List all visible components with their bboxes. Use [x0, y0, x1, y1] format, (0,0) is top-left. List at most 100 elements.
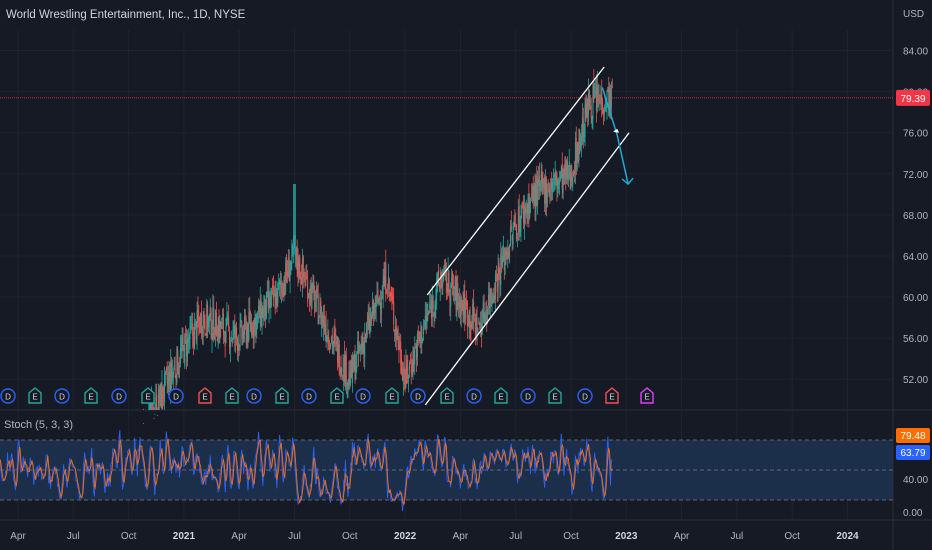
candle-body — [200, 313, 202, 329]
dividend-icon[interactable] — [520, 388, 536, 404]
candle-body — [602, 109, 604, 115]
candle-body — [415, 348, 417, 349]
candle-body — [164, 373, 166, 403]
dividend-icon[interactable] — [301, 388, 317, 404]
candle-body — [529, 202, 531, 217]
earnings-icon[interactable] — [84, 387, 98, 404]
forecast-arrow-line[interactable] — [601, 87, 629, 185]
candle-body — [416, 343, 418, 360]
candle-body — [524, 204, 526, 214]
candle-body — [292, 247, 294, 251]
candle-body — [418, 331, 420, 339]
candle-body — [360, 346, 362, 351]
trend-channel[interactable] — [424, 66, 630, 406]
candle-body — [358, 345, 360, 352]
candle-body — [300, 277, 302, 279]
earnings-icon[interactable] — [548, 387, 562, 404]
earnings-icon[interactable] — [440, 387, 454, 404]
candle-body — [456, 285, 458, 313]
candle-body — [472, 304, 474, 326]
dividend-icon[interactable] — [410, 388, 426, 404]
candle-body — [479, 322, 481, 326]
channel-upper-line[interactable] — [426, 66, 605, 296]
candle-body — [544, 176, 546, 204]
dividend-icon[interactable] — [466, 388, 482, 404]
candle-body — [192, 323, 194, 336]
candle-body — [452, 285, 454, 295]
candle-body — [410, 365, 412, 373]
candle-body — [263, 306, 265, 321]
dividend-icon[interactable] — [577, 388, 593, 404]
candle-body — [419, 337, 421, 341]
candle-body — [354, 353, 356, 381]
dividend-icon[interactable] — [355, 388, 371, 404]
candle-body — [171, 372, 173, 381]
candle-body — [610, 83, 612, 109]
candle-body — [306, 275, 308, 279]
candle-body — [607, 87, 609, 92]
candle-body — [516, 225, 518, 239]
candle-body — [230, 336, 232, 339]
candle-body — [391, 294, 393, 299]
candle-body — [480, 323, 482, 328]
candle-body — [507, 250, 509, 258]
earnings-icon[interactable] — [605, 387, 619, 404]
candle-body — [373, 300, 374, 316]
dividend-icon[interactable] — [168, 388, 184, 404]
candle-body — [222, 317, 224, 320]
time-tick-label: Jul — [731, 531, 744, 542]
candle-body — [528, 196, 530, 219]
candle-body — [274, 293, 276, 310]
channel-lower-line[interactable] — [424, 132, 630, 406]
earnings-icon[interactable] — [28, 387, 42, 404]
candle-body — [282, 291, 284, 297]
candle-body — [275, 291, 277, 307]
candle-body — [256, 314, 258, 330]
candle-body — [207, 305, 209, 329]
candle-body — [603, 109, 605, 113]
candle-body — [588, 90, 590, 107]
event-type-letter: E — [202, 393, 207, 402]
candle-body — [333, 333, 335, 344]
earnings-icon[interactable] — [494, 387, 508, 404]
candle-body — [289, 270, 291, 281]
earnings-icon[interactable] — [640, 387, 654, 404]
earnings-icon[interactable] — [275, 387, 289, 404]
earnings-icon[interactable] — [330, 387, 344, 404]
dividend-icon[interactable] — [54, 388, 70, 404]
forecast-arrow[interactable] — [601, 87, 634, 186]
candle-body — [291, 245, 293, 265]
candle-body — [143, 422, 145, 424]
candle-body — [406, 359, 408, 371]
earnings-icon[interactable] — [385, 387, 399, 404]
candle-body — [329, 343, 331, 348]
stoch-k-value: 79.48 — [900, 431, 925, 442]
dividend-icon[interactable] — [0, 388, 16, 404]
candle-body — [305, 277, 307, 281]
dividend-icon[interactable] — [111, 388, 127, 404]
earnings-icon[interactable] — [225, 387, 239, 404]
candle-body — [370, 314, 372, 321]
candle-body — [349, 374, 351, 387]
candle-body — [506, 252, 508, 260]
dividend-icon[interactable] — [246, 388, 262, 404]
candle-body — [368, 315, 370, 331]
candle-body — [197, 309, 199, 320]
candle-body — [316, 288, 318, 292]
stoch-tick-label: 0.00 — [903, 508, 923, 519]
candle-body — [526, 208, 528, 214]
price-tick-label: 84.00 — [903, 47, 928, 58]
candle-body — [574, 171, 576, 175]
earnings-icon[interactable] — [141, 387, 155, 404]
candle-body — [457, 282, 459, 298]
earnings-icon[interactable] — [198, 387, 212, 404]
candle-body — [183, 347, 185, 363]
candle-body — [452, 272, 453, 286]
candle-body — [580, 145, 582, 148]
candle-body — [270, 296, 272, 307]
price-candles — [143, 69, 613, 424]
candle-body — [508, 248, 510, 257]
candle-body — [259, 298, 261, 324]
candle-body — [322, 314, 324, 327]
